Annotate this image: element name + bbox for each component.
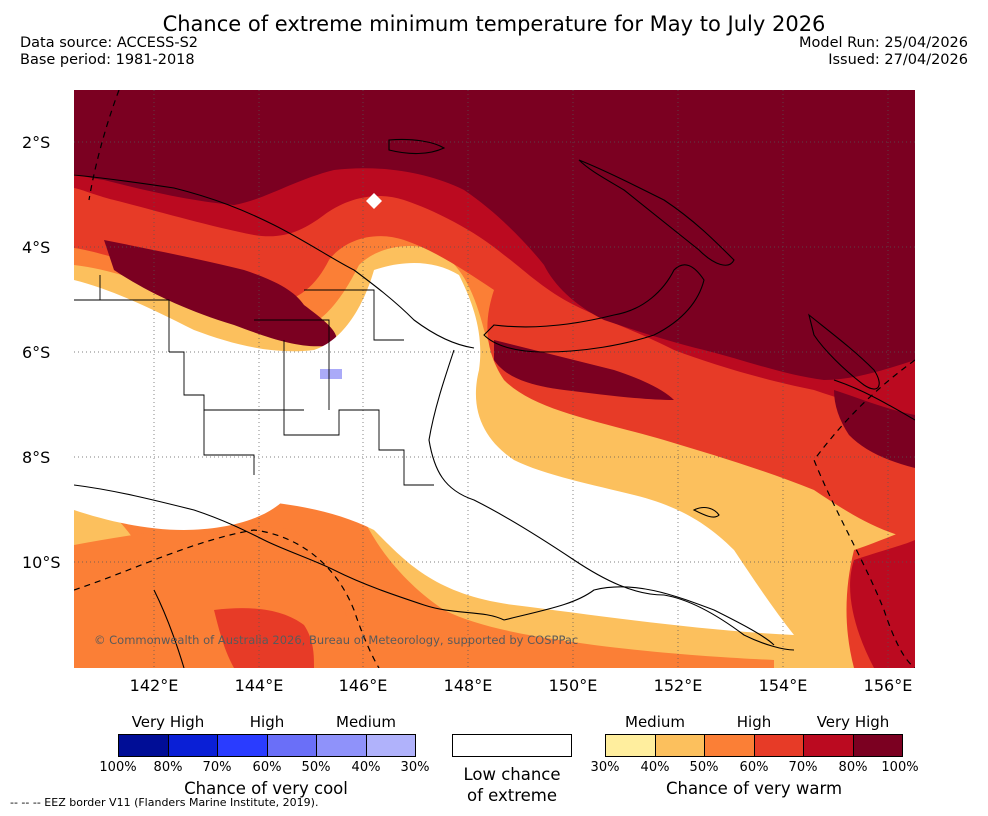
cool-medium-label: Medium xyxy=(336,713,396,731)
warm-tick-40: 40% xyxy=(640,760,670,775)
cool-tick-40: 40% xyxy=(351,760,381,775)
cool-swatch-80-100 xyxy=(119,735,169,756)
bougainville xyxy=(808,313,880,390)
cool-swatch-60-70 xyxy=(218,735,268,756)
low-chance-area-west xyxy=(74,450,284,530)
cool-tick-100: 100% xyxy=(99,760,137,775)
warm-high-label: High xyxy=(736,713,772,731)
warm-tick-30: 30% xyxy=(590,760,620,775)
cool-tick-30: 30% xyxy=(400,760,430,775)
cool-tick-60: 60% xyxy=(252,760,282,775)
lon-label-142e: 142°E xyxy=(129,676,179,695)
lon-label-146e: 146°E xyxy=(338,676,388,695)
png-east-coast xyxy=(428,349,795,651)
solomon-islands xyxy=(833,379,915,421)
eez-note: -- -- -- EEZ border V11 (Flanders Marine… xyxy=(10,796,319,809)
cool-tick-80: 80% xyxy=(153,760,183,775)
cool-tick-50: 50% xyxy=(301,760,331,775)
warm-80-area-3 xyxy=(494,340,674,400)
warm-swatch-80-100 xyxy=(853,735,902,756)
lat-label-8s: 8°S xyxy=(22,448,51,467)
warm-tick-50: 50% xyxy=(689,760,719,775)
warm-swatch-50-60 xyxy=(705,735,755,756)
model-run: Model Run: 25/04/2026 xyxy=(798,35,968,51)
png-mainland-north-coast xyxy=(74,174,475,349)
grid-lines xyxy=(74,90,915,668)
lat-label-6s: 6°S xyxy=(22,343,51,362)
neutral-label-line2: of extreme xyxy=(466,786,558,805)
lat-label-2s: 2°S xyxy=(22,133,51,152)
lon-label-156e: 156°E xyxy=(863,676,913,695)
eez-borders xyxy=(74,90,915,668)
data-source: Data source: ACCESS-S2 xyxy=(20,35,199,51)
cool-colorbar xyxy=(118,734,416,757)
trobriand-islands xyxy=(692,506,720,518)
probability-map xyxy=(74,90,915,668)
base-period: Base period: 1981-2018 xyxy=(20,52,195,68)
cool-legend-label: Chance of very cool xyxy=(184,779,348,798)
cool-high-label: High xyxy=(249,713,285,731)
lat-label-10s: 10°S xyxy=(22,553,61,572)
manus-island xyxy=(388,138,446,155)
lon-label-152e: 152°E xyxy=(653,676,703,695)
cool-swatch-70-80 xyxy=(168,735,218,756)
warm-80-area xyxy=(74,90,915,380)
lat-label-4s: 4°S xyxy=(22,238,51,257)
map-panel: © Commonwealth of Australia 2026, Bureau… xyxy=(74,90,915,668)
warm-swatch-60-70 xyxy=(754,735,804,756)
new-britain xyxy=(483,264,705,353)
warm-swatch-30-40 xyxy=(606,735,656,756)
diamond-marker xyxy=(366,193,382,209)
papuan-peninsula xyxy=(503,586,775,646)
warm-medium-label: Medium xyxy=(625,713,685,731)
warm-swatch-70-80 xyxy=(804,735,854,756)
cool-swatch-40-50 xyxy=(317,735,367,756)
cool-tick-70: 70% xyxy=(202,760,232,775)
cool-swatch-50-60 xyxy=(267,735,317,756)
meta-right: Model Run: 25/04/2026 Issued: 27/04/2026 xyxy=(799,35,968,69)
neutral-swatch xyxy=(452,734,572,757)
cool-40-area xyxy=(320,369,342,379)
cool-very-high-label: Very High xyxy=(131,713,205,731)
lon-label-150e: 150°E xyxy=(548,676,598,695)
warm-tick-80: 80% xyxy=(838,760,868,775)
warm-tick-70: 70% xyxy=(788,760,818,775)
warm-80-area-4 xyxy=(834,390,915,468)
cape-york xyxy=(153,589,185,668)
neutral-label-line1: Low chance xyxy=(463,765,561,784)
coastlines xyxy=(74,138,915,668)
admin-borders xyxy=(74,275,434,486)
lon-label-148e: 148°E xyxy=(443,676,493,695)
copyright-notice: © Commonwealth of Australia 2026, Bureau… xyxy=(94,633,579,647)
warm-swatch-40-50 xyxy=(655,735,705,756)
new-ireland xyxy=(578,159,735,266)
warm-colorbar xyxy=(605,734,903,757)
neutral-legend-label: Low chance of extreme xyxy=(440,764,584,806)
cool-swatch-30-40 xyxy=(366,735,415,756)
lon-label-144e: 144°E xyxy=(234,676,284,695)
warm-tick-60: 60% xyxy=(739,760,769,775)
low-chance-area xyxy=(74,263,794,635)
warm-legend-label: Chance of very warm xyxy=(665,779,843,798)
warm-very-high-label: Very High xyxy=(816,713,890,731)
meta-left: Data source: ACCESS-S2 Base period: 1981… xyxy=(20,35,198,69)
issued-date: Issued: 27/04/2026 xyxy=(828,52,968,68)
warm-tick-100: 100% xyxy=(881,760,919,775)
chart-title: Chance of extreme minimum temperature fo… xyxy=(162,12,826,36)
png-south-coast xyxy=(74,484,505,621)
lon-label-154e: 154°E xyxy=(758,676,808,695)
